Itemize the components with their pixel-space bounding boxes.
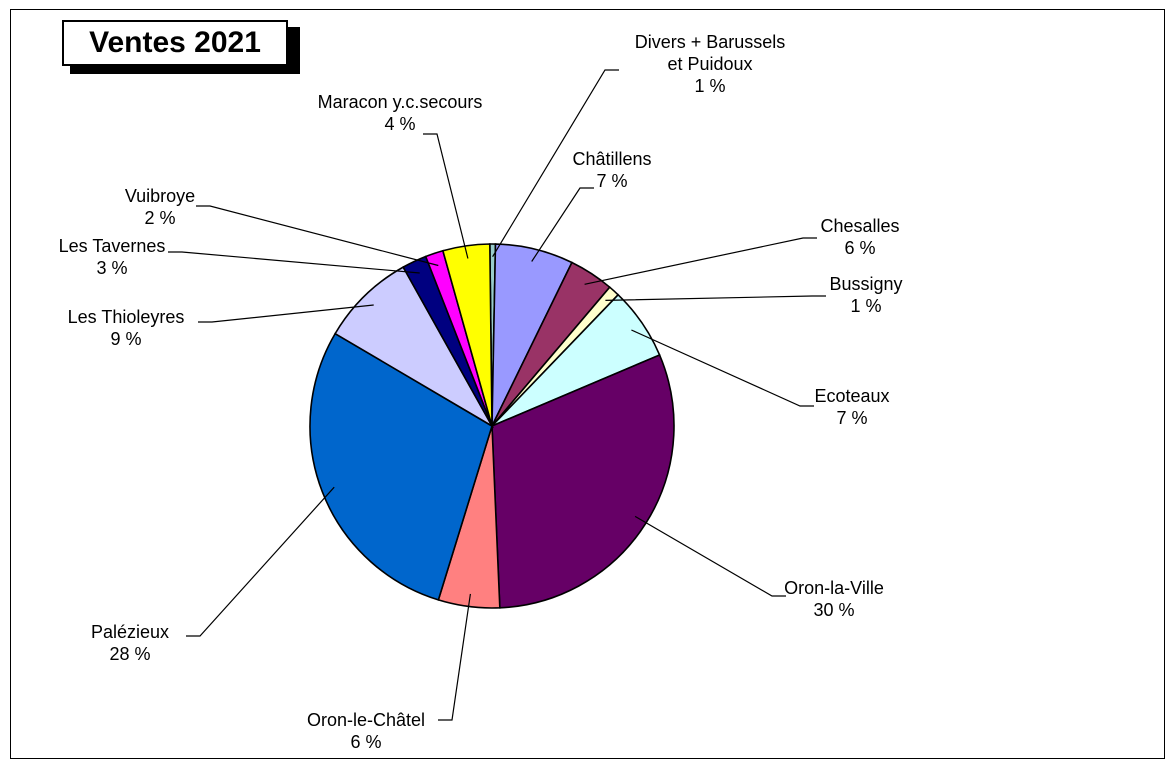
slice-label-3: Chesalles 6 %: [820, 216, 899, 258]
leader-line-12: [423, 133, 469, 259]
leader-line-7: [438, 593, 471, 721]
leader-line-2: [531, 187, 594, 262]
leader-line-10: [168, 251, 420, 274]
slice-label-10: Les Tavernes 3 %: [59, 236, 166, 278]
slice-label-2: Châtillens 7 %: [572, 149, 651, 191]
slice-label-5: Ecoteaux 7 %: [814, 386, 889, 428]
slice-label-9: Les Thioleyres 9 %: [68, 307, 185, 349]
slice-label-7: Oron-le-Châtel 6 %: [307, 710, 425, 752]
leader-line-11: [196, 205, 439, 267]
leader-line-3: [584, 237, 817, 285]
pie-slice-12: [441, 243, 493, 427]
slice-label-4: Bussigny 1 %: [829, 274, 902, 316]
leader-line-1: [492, 69, 619, 258]
slice-label-11: Vuibroye 2 %: [125, 186, 195, 228]
chart-title: Ventes 2021: [62, 20, 288, 66]
pie-slice-8: [309, 332, 493, 601]
leader-line-6: [634, 515, 786, 597]
slice-label-6: Oron-la-Ville 30 %: [784, 578, 884, 620]
leader-line-4: [605, 295, 826, 301]
slice-label-1: Divers + Barussels et Puidoux 1 %: [635, 32, 786, 96]
leader-line-5: [631, 329, 814, 407]
slice-label-8: Palézieux 28 %: [91, 622, 169, 664]
slice-label-12: Maracon y.c.secours 4 %: [318, 92, 483, 134]
leader-line-9: [198, 304, 374, 323]
pie-slice-9: [334, 266, 495, 429]
leader-line-8: [186, 486, 335, 637]
